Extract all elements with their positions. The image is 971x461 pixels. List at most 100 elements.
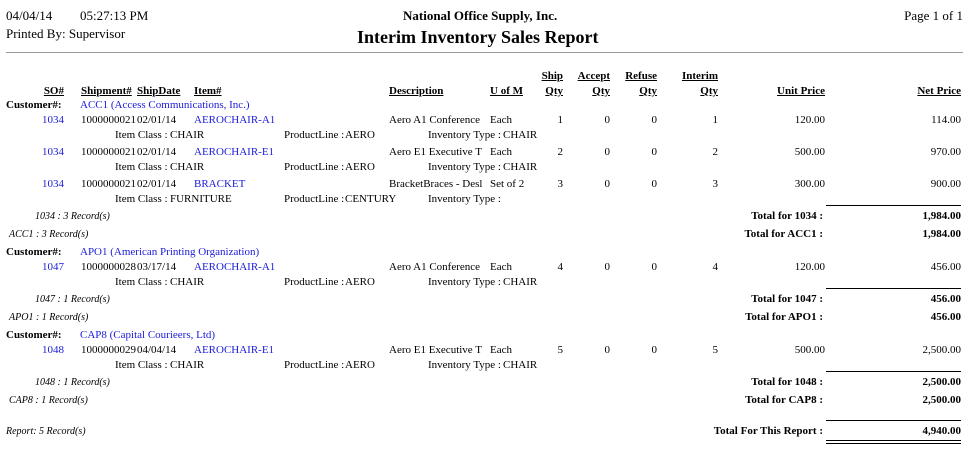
col-refuse-qty-1: Refuse bbox=[625, 70, 657, 82]
customer-record-count: CAP8 : 1 Record(s) bbox=[9, 395, 88, 406]
ship-qty: 5 bbox=[557, 344, 564, 356]
col-interim-qty-1: Interim bbox=[681, 70, 718, 82]
uom: Set of 2 bbox=[490, 178, 525, 190]
shipment-number: 1000000029 bbox=[81, 344, 136, 356]
order-total-label: Total for 1047 : bbox=[751, 293, 823, 305]
product-line-label: ProductLine : bbox=[284, 359, 345, 371]
so-link[interactable]: 1034 bbox=[42, 146, 64, 158]
item-link[interactable]: BRACKET bbox=[194, 178, 246, 190]
order-total-label: Total for 1034 : bbox=[751, 210, 823, 222]
interim-qty: 4 bbox=[712, 261, 719, 273]
customer-total: 1,984.00 bbox=[922, 228, 962, 240]
unit-price: 500.00 bbox=[794, 146, 825, 158]
inventory-type: CHAIR bbox=[503, 276, 538, 288]
unit-price: 300.00 bbox=[794, 178, 825, 190]
header-divider bbox=[6, 52, 963, 53]
col-so: SO# bbox=[43, 85, 64, 97]
unit-price: 120.00 bbox=[794, 261, 825, 273]
description: Aero E1 Executive T bbox=[389, 344, 482, 356]
col-interim-qty-2: Qty bbox=[700, 85, 718, 97]
interim-qty: 2 bbox=[712, 146, 719, 158]
ship-qty: 3 bbox=[557, 178, 564, 190]
inventory-type-label: Inventory Type : bbox=[428, 359, 501, 371]
ship-date: 03/17/14 bbox=[137, 261, 177, 273]
col-ship-qty-2: Qty bbox=[545, 85, 563, 97]
product-line: AERO bbox=[345, 161, 375, 173]
ship-date: 04/04/14 bbox=[137, 344, 177, 356]
subtotal-line bbox=[826, 205, 961, 206]
item-class: CHAIR bbox=[170, 359, 205, 371]
product-line-label: ProductLine : bbox=[284, 161, 345, 173]
company-name: National Office Supply, Inc. bbox=[403, 8, 558, 23]
order-record-count: 1034 : 3 Record(s) bbox=[35, 211, 110, 222]
customer-total: 456.00 bbox=[930, 311, 961, 323]
item-link[interactable]: AEROCHAIR-A1 bbox=[194, 261, 276, 273]
customer-total: 2,500.00 bbox=[922, 394, 962, 406]
customer-label: Customer#: bbox=[6, 99, 62, 111]
customer-record-count: ACC1 : 3 Record(s) bbox=[9, 229, 89, 240]
refuse-qty: 0 bbox=[651, 178, 658, 190]
uom: Each bbox=[490, 114, 512, 126]
so-link[interactable]: 1047 bbox=[42, 261, 64, 273]
item-link[interactable]: AEROCHAIR-E1 bbox=[194, 344, 275, 356]
description: Aero E1 Executive T bbox=[389, 146, 482, 158]
report-record-count: Report: 5 Record(s) bbox=[6, 426, 86, 437]
report-date: 04/04/14 bbox=[6, 8, 53, 23]
ship-qty: 2 bbox=[557, 146, 564, 158]
product-line: AERO bbox=[345, 276, 375, 288]
product-line-label: ProductLine : bbox=[284, 193, 345, 205]
customer-total-label: Total for APO1 : bbox=[745, 311, 823, 323]
order-record-count: 1048 : 1 Record(s) bbox=[35, 377, 110, 388]
so-link[interactable]: 1048 bbox=[42, 344, 64, 356]
inventory-type: CHAIR bbox=[503, 129, 538, 141]
double-underline-1 bbox=[826, 440, 961, 441]
so-link[interactable]: 1034 bbox=[42, 114, 64, 126]
item-class-label: Item Class : bbox=[115, 359, 168, 371]
col-item: Item# bbox=[194, 85, 222, 97]
report-total: 4,940.00 bbox=[922, 425, 962, 437]
printed-by: Printed By: Supervisor bbox=[6, 26, 126, 41]
interim-qty: 1 bbox=[712, 114, 719, 126]
customer-link[interactable]: ACC1 (Access Communications, Inc.) bbox=[80, 99, 250, 111]
double-underline-2 bbox=[826, 443, 961, 444]
report-total-line bbox=[826, 420, 961, 421]
col-net-price: Net Price bbox=[917, 85, 961, 97]
net-price: 900.00 bbox=[930, 178, 961, 190]
col-uom: U of M bbox=[490, 85, 523, 97]
order-total-label: Total for 1048 : bbox=[751, 376, 823, 388]
inventory-type: CHAIR bbox=[503, 161, 538, 173]
item-class-label: Item Class : bbox=[115, 193, 168, 205]
item-class: CHAIR bbox=[170, 161, 205, 173]
col-description: Description bbox=[389, 85, 444, 97]
page-number: Page 1 of 1 bbox=[904, 8, 963, 23]
order-record-count: 1047 : 1 Record(s) bbox=[35, 294, 110, 305]
product-line: AERO bbox=[345, 359, 375, 371]
ship-qty: 4 bbox=[557, 261, 564, 273]
description: Aero A1 Conference bbox=[389, 261, 481, 273]
customer-record-count: APO1 : 1 Record(s) bbox=[9, 312, 89, 323]
customer-label: Customer#: bbox=[6, 246, 62, 258]
order-total: 2,500.00 bbox=[922, 376, 962, 388]
customer-total-label: Total for ACC1 : bbox=[744, 228, 823, 240]
refuse-qty: 0 bbox=[651, 261, 658, 273]
report-total-label: Total For This Report : bbox=[713, 425, 823, 437]
refuse-qty: 0 bbox=[651, 114, 658, 126]
item-link[interactable]: AEROCHAIR-E1 bbox=[194, 146, 275, 158]
item-class: CHAIR bbox=[170, 129, 205, 141]
item-class-label: Item Class : bbox=[115, 161, 168, 173]
customer-link[interactable]: APO1 (American Printing Organization) bbox=[80, 246, 260, 258]
net-price: 456.00 bbox=[930, 261, 961, 273]
col-unit-price: Unit Price bbox=[777, 85, 825, 97]
product-line-label: ProductLine : bbox=[284, 276, 345, 288]
shipment-number: 1000000021 bbox=[81, 114, 136, 126]
refuse-qty: 0 bbox=[651, 344, 658, 356]
inventory-type: CHAIR bbox=[503, 359, 538, 371]
interim-qty: 5 bbox=[712, 344, 719, 356]
customer-link[interactable]: CAP8 (Capital Courieers, Ltd) bbox=[80, 329, 216, 341]
accept-qty: 0 bbox=[604, 261, 611, 273]
col-shipment: Shipment# bbox=[81, 85, 132, 97]
so-link[interactable]: 1034 bbox=[42, 178, 64, 190]
item-link[interactable]: AEROCHAIR-A1 bbox=[194, 114, 276, 126]
order-total: 1,984.00 bbox=[922, 210, 962, 222]
unit-price: 500.00 bbox=[794, 344, 825, 356]
